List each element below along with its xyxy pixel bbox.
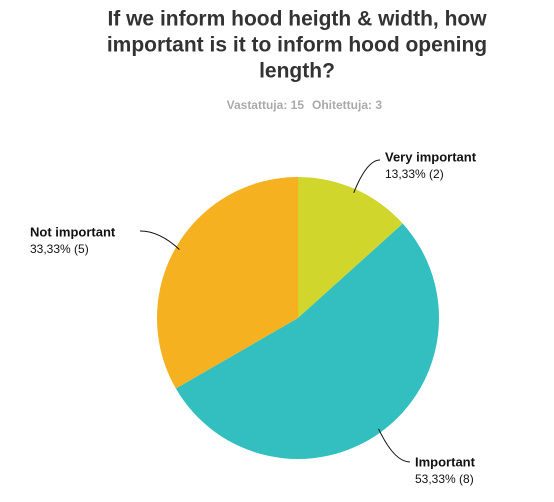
pie-slice bbox=[175, 223, 439, 459]
slice-label: Important bbox=[415, 454, 476, 469]
chart-title: If we inform hood heigth & width, how bbox=[107, 8, 487, 31]
chart-title: length? bbox=[259, 60, 335, 83]
leader-line bbox=[353, 159, 381, 194]
subtitle: Vastattuja: 15 bbox=[227, 98, 305, 112]
slice-value: 33,33% (5) bbox=[30, 242, 89, 256]
pie-slice bbox=[298, 177, 403, 318]
slice-value: 13,33% (2) bbox=[385, 167, 444, 181]
slice-label: Very important bbox=[385, 149, 477, 164]
leader-line bbox=[378, 428, 411, 463]
leader-line bbox=[139, 230, 180, 250]
slice-value: 53,33% (8) bbox=[415, 472, 474, 486]
pie-slice bbox=[157, 177, 298, 389]
slice-label: Not important bbox=[30, 224, 116, 239]
subtitle: Ohitettuja: 3 bbox=[312, 98, 382, 112]
chart-title: important is it to inform hood opening bbox=[107, 34, 487, 57]
